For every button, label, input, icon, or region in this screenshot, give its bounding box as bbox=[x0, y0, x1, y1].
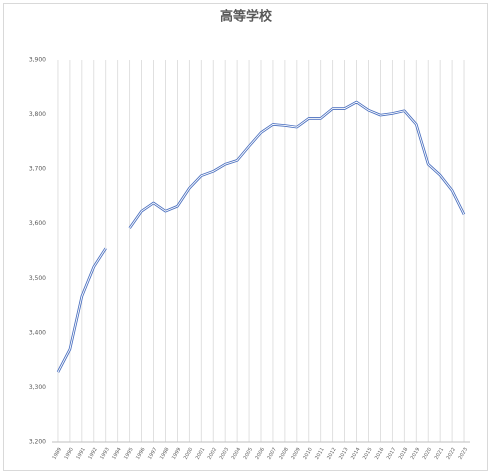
x-tick-label: 2017 bbox=[386, 447, 398, 461]
chart-title: 高等学校 bbox=[220, 9, 273, 25]
x-tick-label: 1991 bbox=[75, 447, 87, 461]
x-tick-label: 1998 bbox=[159, 447, 171, 461]
y-tick-label: 3,500 bbox=[29, 275, 46, 282]
x-tick-label: 2016 bbox=[374, 447, 386, 461]
x-tick-label: 2002 bbox=[207, 447, 219, 461]
x-tick-label: 2014 bbox=[350, 447, 362, 461]
x-tick-label: 2006 bbox=[254, 447, 266, 461]
y-tick-label: 3,700 bbox=[29, 166, 46, 173]
y-tick-label: 3,200 bbox=[29, 439, 46, 446]
x-tick-label: 2012 bbox=[326, 447, 338, 461]
x-tick-label: 1993 bbox=[99, 447, 111, 461]
x-tick-label: 1994 bbox=[111, 447, 123, 461]
x-tick-label: 2010 bbox=[302, 447, 314, 461]
x-tick-label: 2000 bbox=[183, 447, 195, 461]
y-tick-label: 3,400 bbox=[29, 329, 46, 336]
x-tick-label: 2008 bbox=[278, 447, 290, 461]
x-tick-label: 2022 bbox=[446, 447, 458, 461]
x-tick-label: 1996 bbox=[135, 447, 147, 461]
x-tick-label: 1997 bbox=[147, 447, 159, 461]
x-tick-label: 2011 bbox=[314, 447, 326, 461]
x-tick-label: 2020 bbox=[422, 447, 434, 461]
x-tick-label: 1995 bbox=[123, 447, 135, 461]
x-tick-label: 2018 bbox=[398, 447, 410, 461]
chart-border bbox=[3, 3, 488, 471]
x-tick-label: 2021 bbox=[434, 447, 446, 461]
x-tick-label: 2005 bbox=[243, 447, 255, 461]
x-tick-label: 2023 bbox=[457, 447, 469, 461]
x-tick-label: 2009 bbox=[290, 447, 302, 461]
x-tick-label: 2004 bbox=[231, 447, 243, 461]
x-tick-label: 2007 bbox=[266, 447, 278, 461]
y-tick-label: 3,600 bbox=[29, 220, 46, 227]
x-tick-label: 2001 bbox=[195, 447, 207, 461]
x-tick-label: 2015 bbox=[362, 447, 374, 461]
x-tick-label: 1992 bbox=[87, 447, 99, 461]
x-tick-label: 1989 bbox=[51, 447, 63, 461]
x-tick-label: 2019 bbox=[410, 447, 422, 461]
x-tick-label: 1999 bbox=[171, 447, 183, 461]
x-tick-label: 1990 bbox=[63, 447, 75, 461]
y-tick-label: 3,900 bbox=[29, 57, 46, 64]
y-tick-label: 3,800 bbox=[29, 111, 46, 118]
y-tick-label: 3,300 bbox=[29, 384, 46, 391]
line-highlight bbox=[57, 101, 465, 373]
x-tick-label: 2003 bbox=[219, 447, 231, 461]
x-tick-label: 2013 bbox=[338, 447, 350, 461]
